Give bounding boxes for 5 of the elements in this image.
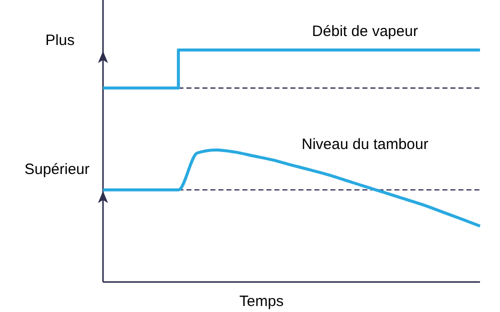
text: Supérieur — [24, 161, 90, 178]
series-label: Niveau du tambour — [302, 136, 428, 153]
series-label: Débit de vapeur — [312, 23, 418, 40]
text: Plus — [45, 32, 75, 49]
x-axis-title: Temps — [239, 293, 284, 310]
